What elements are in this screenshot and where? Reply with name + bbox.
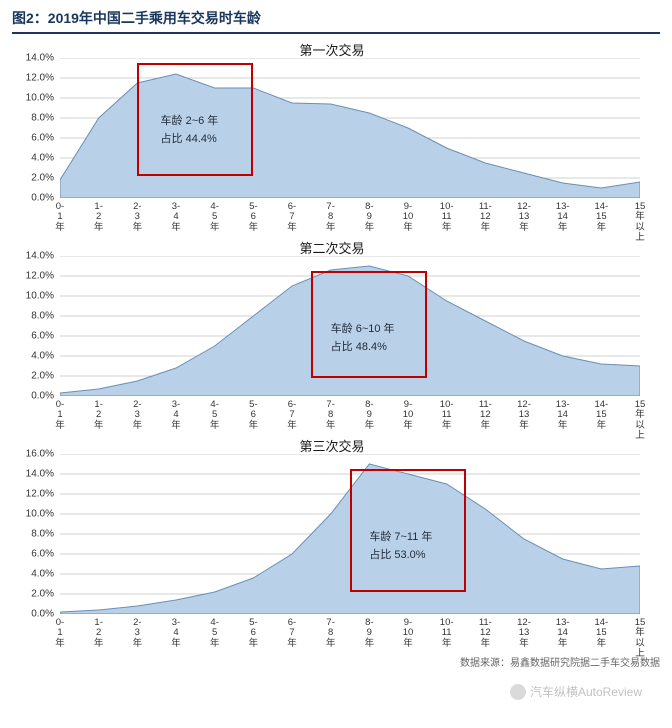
x-tick-label: 9-10年 (403, 618, 414, 649)
chart-title: 第三次交易 (299, 436, 364, 455)
y-tick-label: 10.0% (12, 291, 54, 302)
x-tick-label: 12-13年 (517, 618, 531, 649)
y-tick-label: 8.0% (12, 529, 54, 540)
x-tick-label: 0-1年 (55, 202, 65, 233)
y-tick-label: 10.0% (12, 509, 54, 520)
x-tick-label: 14-15年 (594, 202, 608, 233)
y-tick-label: 2.0% (12, 589, 54, 600)
y-tick-label: 2.0% (12, 173, 54, 184)
callout-text: 车龄 6~10 年占比 48.4% (331, 321, 395, 356)
chart: 第三次交易 0.0% 2.0% 4.0% 6.0% 8.0% 10.0% 12.0% 14.0%… (12, 436, 652, 646)
y-tick-label: 12.0% (12, 271, 54, 282)
x-tick-label: 14-15年 (594, 618, 608, 649)
figure-title: 图2：2019年中国二手乘用车交易时车龄 (12, 8, 660, 28)
x-tick-label: 12-13年 (517, 400, 531, 431)
x-tick-label: 13-14年 (556, 618, 570, 649)
x-tick-label: 6-7年 (287, 400, 297, 431)
y-tick-label: 4.0% (12, 351, 54, 362)
watermark-icon (510, 684, 526, 700)
x-tick-label: 13-14年 (556, 202, 570, 233)
y-tick-label: 12.0% (12, 73, 54, 84)
chart-title: 第一次交易 (299, 40, 364, 59)
y-tick-label: 14.0% (12, 251, 54, 262)
x-tick-label: 13-14年 (556, 400, 570, 431)
x-tick-label: 6-7年 (287, 618, 297, 649)
x-tick-label: 2-3年 (133, 202, 143, 233)
x-tick-label: 8-9年 (365, 202, 375, 233)
x-tick-label: 10-11年 (440, 400, 454, 431)
x-tick-label: 8-9年 (365, 618, 375, 649)
y-tick-label: 4.0% (12, 153, 54, 164)
x-tick-label: 5-6年 (249, 618, 259, 649)
x-tick-label: 1-2年 (94, 400, 104, 431)
x-tick-label: 11-12年 (479, 202, 492, 233)
y-tick-label: 12.0% (12, 489, 54, 500)
x-tick-label: 7-8年 (326, 618, 336, 649)
watermark: 汽车纵横AutoReview (510, 683, 642, 700)
chart: 第二次交易 0.0% 2.0% 4.0% 6.0% 8.0% 10.0% 12.0% 14.0%… (12, 238, 652, 428)
y-tick-label: 10.0% (12, 93, 54, 104)
y-tick-label: 6.0% (12, 133, 54, 144)
x-tick-label: 6-7年 (287, 202, 297, 233)
x-tick-label: 5-6年 (249, 202, 259, 233)
x-tick-label: 1-2年 (94, 618, 104, 649)
x-tick-label: 1-2年 (94, 202, 104, 233)
x-tick-label: 11-12年 (479, 400, 492, 431)
x-tick-label: 12-13年 (517, 202, 531, 233)
x-tick-label: 3-4年 (171, 618, 181, 649)
y-tick-label: 2.0% (12, 371, 54, 382)
callout-text: 车龄 2~6 年占比 44.4% (161, 113, 219, 148)
x-tick-label: 2-3年 (133, 618, 143, 649)
y-tick-label: 14.0% (12, 469, 54, 480)
x-tick-label: 10-11年 (440, 202, 454, 233)
x-tick-label: 14-15年 (594, 400, 608, 431)
y-tick-label: 8.0% (12, 113, 54, 124)
watermark-label: 汽车纵横AutoReview (530, 683, 642, 700)
x-tick-label: 9-10年 (403, 202, 414, 233)
y-tick-label: 0.0% (12, 609, 54, 620)
x-tick-label: 3-4年 (171, 400, 181, 431)
x-tick-label: 4-5年 (210, 400, 220, 431)
chart: 第一次交易 0.0% 2.0% 4.0% 6.0% 8.0% 10.0% 12.0% 14.0%… (12, 40, 652, 230)
x-tick-label: 3-4年 (171, 202, 181, 233)
y-tick-label: 16.0% (12, 449, 54, 460)
source-text: 数据来源：易鑫数据研究院据二手车交易数据 (12, 654, 660, 669)
x-tick-label: 2-3年 (133, 400, 143, 431)
y-tick-label: 14.0% (12, 53, 54, 64)
x-tick-label: 0-1年 (55, 618, 65, 649)
x-tick-label: 15年以上 (635, 618, 646, 660)
y-tick-label: 6.0% (12, 549, 54, 560)
x-tick-label: 4-5年 (210, 202, 220, 233)
y-tick-label: 0.0% (12, 193, 54, 204)
x-tick-label: 7-8年 (326, 400, 336, 431)
x-tick-label: 4-5年 (210, 618, 220, 649)
chart-title: 第二次交易 (299, 238, 364, 257)
x-tick-label: 10-11年 (440, 618, 454, 649)
x-tick-label: 5-6年 (249, 400, 259, 431)
x-tick-label: 8-9年 (365, 400, 375, 431)
charts-container: 第一次交易 0.0% 2.0% 4.0% 6.0% 8.0% 10.0% 12.0% 14.0%… (12, 40, 660, 646)
callout-text: 车龄 7~11 年占比 53.0% (369, 529, 432, 564)
y-tick-label: 6.0% (12, 331, 54, 342)
x-tick-label: 9-10年 (403, 400, 414, 431)
y-tick-label: 4.0% (12, 569, 54, 580)
x-tick-label: 0-1年 (55, 400, 65, 431)
y-tick-label: 8.0% (12, 311, 54, 322)
y-tick-label: 0.0% (12, 391, 54, 402)
title-rule (12, 32, 660, 34)
x-tick-label: 11-12年 (479, 618, 492, 649)
x-tick-label: 7-8年 (326, 202, 336, 233)
